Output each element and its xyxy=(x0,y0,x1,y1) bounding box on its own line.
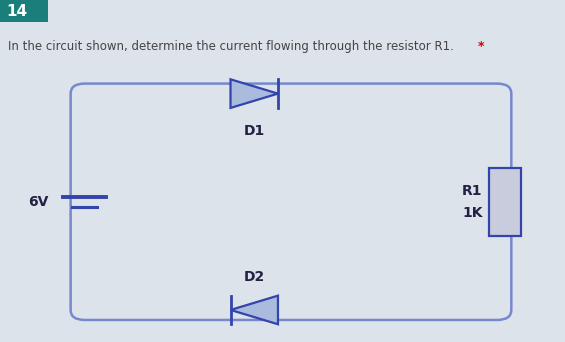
Polygon shape xyxy=(231,79,278,108)
Text: 14: 14 xyxy=(7,3,28,18)
Bar xyxy=(489,168,521,236)
Text: 1K: 1K xyxy=(462,206,483,220)
Text: 6V: 6V xyxy=(28,195,48,209)
FancyBboxPatch shape xyxy=(0,0,48,22)
Text: D2: D2 xyxy=(244,270,265,284)
Polygon shape xyxy=(231,295,278,324)
Text: In the circuit shown, determine the current flowing through the resistor R1.: In the circuit shown, determine the curr… xyxy=(8,40,462,53)
Text: R1: R1 xyxy=(462,184,483,198)
Text: D1: D1 xyxy=(244,124,265,138)
Text: *: * xyxy=(477,40,484,53)
